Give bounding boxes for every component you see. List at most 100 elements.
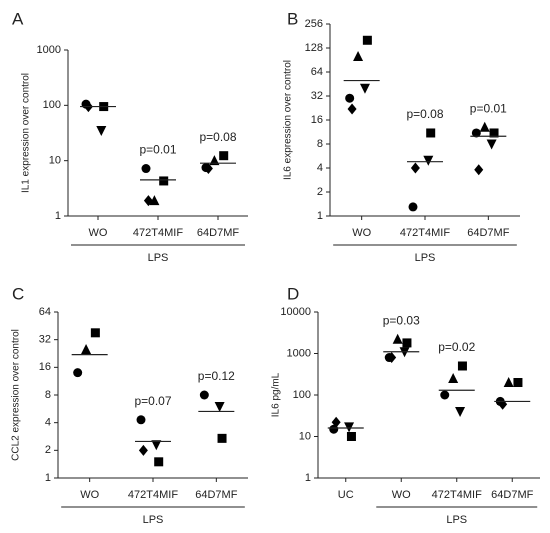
y-tick-label: 1000 bbox=[37, 44, 61, 56]
dot bbox=[199, 390, 209, 400]
panel: D IL6 pg/mL 1 10 100 1000 10000 UC WO 472T4MIF 64D… bbox=[271, 284, 540, 526]
p-value: p=0.01 bbox=[470, 101, 507, 115]
y-tick-label: 128 bbox=[305, 42, 323, 54]
p-value: p=0.12 bbox=[198, 369, 235, 383]
dot bbox=[359, 83, 370, 94]
y-tick-label: 8 bbox=[45, 389, 51, 401]
x-tick-label: WO bbox=[89, 227, 108, 239]
dot bbox=[471, 128, 481, 138]
p-value: p=0.08 bbox=[199, 130, 236, 144]
dot bbox=[347, 103, 357, 115]
y-tick-label: 1 bbox=[317, 210, 323, 222]
dot bbox=[151, 440, 162, 451]
panel: B IL6 expression over control 1 2 4 8 16 32 64 12… bbox=[283, 9, 520, 264]
dot bbox=[455, 407, 466, 418]
x-tick-label: 472T4MIF bbox=[133, 227, 183, 239]
dot bbox=[486, 139, 497, 150]
dot bbox=[331, 416, 341, 428]
x-tick-label: 64D7MF bbox=[467, 227, 509, 239]
y-tick-label: 64 bbox=[39, 306, 51, 318]
dot bbox=[214, 401, 225, 412]
dot bbox=[90, 328, 100, 338]
dot bbox=[346, 432, 356, 441]
panel-label: C bbox=[12, 284, 24, 303]
y-axis-label: CCL2 expression over control bbox=[11, 329, 22, 461]
x-tick-label: 64D7MF bbox=[197, 227, 239, 239]
p-value: p=0.02 bbox=[438, 340, 475, 354]
dot bbox=[392, 333, 403, 344]
y-tick-label: 2 bbox=[317, 186, 323, 198]
dot bbox=[154, 457, 164, 467]
dot bbox=[513, 378, 523, 388]
x-tick-label: 472T4MIF bbox=[128, 489, 178, 501]
dot bbox=[219, 151, 229, 161]
dot bbox=[457, 361, 467, 371]
dot bbox=[138, 444, 148, 456]
dot bbox=[423, 155, 434, 166]
dot bbox=[203, 163, 213, 175]
dot bbox=[479, 121, 490, 132]
dot bbox=[448, 372, 459, 383]
y-tick-label: 4 bbox=[317, 162, 323, 174]
dot bbox=[159, 176, 169, 186]
dot bbox=[440, 390, 450, 400]
dot bbox=[136, 415, 146, 425]
panel: A IL1 expression over control 1 10 100 1000 WO… bbox=[12, 9, 248, 264]
x-tick-label: 472T4MIF bbox=[400, 227, 450, 239]
dot bbox=[474, 164, 484, 176]
y-axis-label: IL1 expression over control bbox=[21, 73, 32, 193]
dot bbox=[345, 93, 355, 103]
p-value: p=0.03 bbox=[383, 313, 420, 327]
y-tick-label: 8 bbox=[317, 138, 323, 150]
y-tick-label: 16 bbox=[311, 114, 323, 126]
dot bbox=[503, 377, 514, 388]
y-tick-label: 32 bbox=[39, 334, 51, 346]
y-tick-label: 64 bbox=[311, 66, 323, 78]
dot bbox=[426, 128, 436, 138]
x-tick-label: WO bbox=[352, 227, 371, 239]
dot bbox=[489, 128, 499, 138]
dot bbox=[143, 195, 153, 207]
y-tick-label: 10 bbox=[299, 430, 311, 442]
dot bbox=[410, 162, 420, 174]
dot bbox=[362, 35, 372, 45]
y-tick-label: 10 bbox=[49, 155, 61, 167]
dot bbox=[353, 51, 364, 62]
y-tick-label: 2 bbox=[45, 444, 51, 456]
p-value: p=0.01 bbox=[139, 143, 176, 157]
x-tick-label: WO bbox=[392, 489, 411, 501]
dot bbox=[402, 338, 412, 348]
p-value: p=0.07 bbox=[134, 394, 171, 408]
y-tick-label: 1 bbox=[45, 472, 51, 484]
x-tick-label: 64D7MF bbox=[491, 489, 533, 501]
x-tick-label: 64D7MF bbox=[195, 489, 237, 501]
y-tick-label: 100 bbox=[43, 99, 61, 111]
y-axis-label: IL6 pg/mL bbox=[271, 372, 282, 417]
panel: C CCL2 expression over control 1 2 4 8 16 32 64 W… bbox=[11, 284, 248, 526]
y-tick-label: 1000 bbox=[287, 347, 311, 359]
y-tick-label: 10000 bbox=[280, 306, 311, 318]
dot bbox=[408, 202, 418, 212]
dot bbox=[149, 195, 160, 206]
dot bbox=[387, 352, 397, 364]
y-tick-label: 16 bbox=[39, 361, 51, 373]
x-tick-label: UC bbox=[338, 489, 354, 501]
y-tick-label: 32 bbox=[311, 90, 323, 102]
dot bbox=[73, 368, 83, 378]
y-tick-label: 1 bbox=[55, 210, 61, 222]
group-label: LPS bbox=[415, 252, 436, 264]
dot bbox=[96, 126, 107, 137]
y-tick-label: 100 bbox=[293, 389, 311, 401]
y-axis-label: IL6 expression over control bbox=[283, 60, 294, 180]
dot bbox=[217, 433, 227, 443]
panel-label: B bbox=[287, 9, 298, 28]
group-label: LPS bbox=[446, 514, 467, 526]
x-tick-label: WO bbox=[80, 489, 99, 501]
group-label: LPS bbox=[143, 514, 164, 526]
panel-label: A bbox=[12, 9, 24, 28]
panel-label: D bbox=[287, 284, 299, 303]
y-tick-label: 1 bbox=[305, 472, 311, 484]
group-label: LPS bbox=[148, 252, 169, 264]
dot bbox=[81, 344, 92, 355]
